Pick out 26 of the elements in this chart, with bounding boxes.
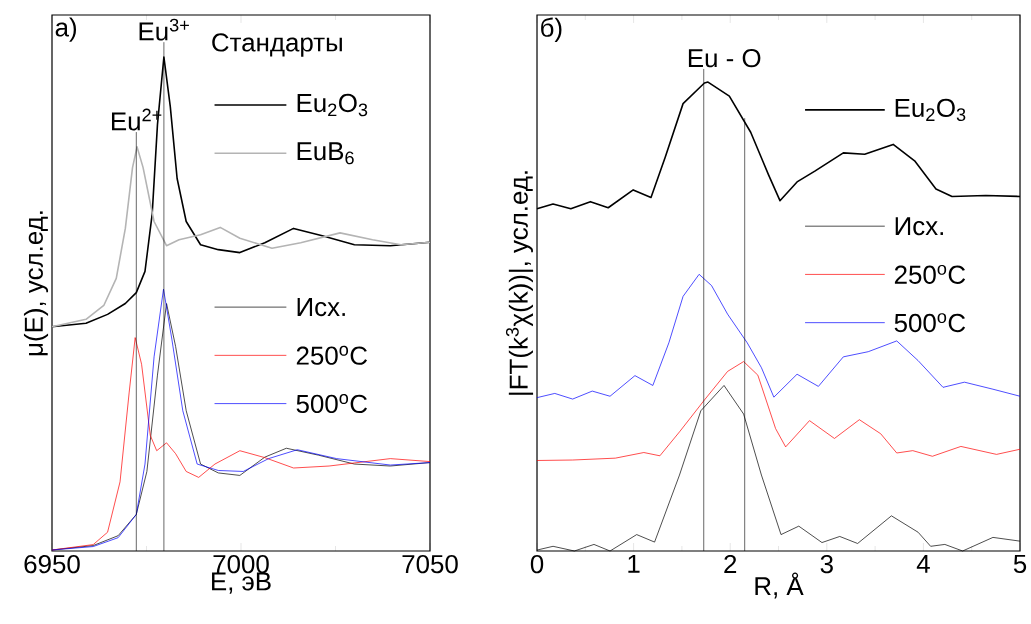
x-tick-label: 3 xyxy=(820,554,833,574)
x-axis-title: R, Å xyxy=(755,572,804,599)
x-tick-label: 5 xyxy=(1013,554,1027,573)
legend-label: 250$^{o}$C xyxy=(894,264,966,284)
legend-label: 500$^{o}$C xyxy=(296,394,368,414)
y-axis-title: μ(E), усл.ед. xyxy=(23,211,49,356)
x-tick-label: 2 xyxy=(724,554,737,574)
x-tick-label: 7050 xyxy=(402,554,458,574)
legend-title: Стандарты xyxy=(212,33,342,57)
x-tick-label: 4 xyxy=(916,554,930,573)
legend-label: EuB$_{6}$ xyxy=(297,142,354,165)
legend-label: 250$^{o}$C xyxy=(296,345,368,365)
legend-label: 500$^{o}$C xyxy=(894,313,966,333)
ref-line-label: Eu - O xyxy=(688,48,761,68)
legend-label: Исх. xyxy=(895,217,943,236)
legend-label: Eu$_{2}$O$_{3}$ xyxy=(895,98,966,122)
x-tick-label: 6950 xyxy=(24,554,80,574)
chart-title: а) xyxy=(55,17,77,42)
x-tick-label: 1 xyxy=(628,554,640,573)
x-tick-label: 7000 xyxy=(213,554,269,574)
ref-line-label: Eu$^{3+}$ xyxy=(139,18,189,41)
chart-title: б) xyxy=(541,17,562,42)
legend-label: Исх. xyxy=(297,298,345,317)
x-tick-label: 0 xyxy=(530,554,544,574)
legend-label: Eu$_{2}$O$_{3}$ xyxy=(297,93,368,117)
y-axis-title: |FT(k$^{3}$χ(k))|, усл.ед. xyxy=(505,171,534,395)
